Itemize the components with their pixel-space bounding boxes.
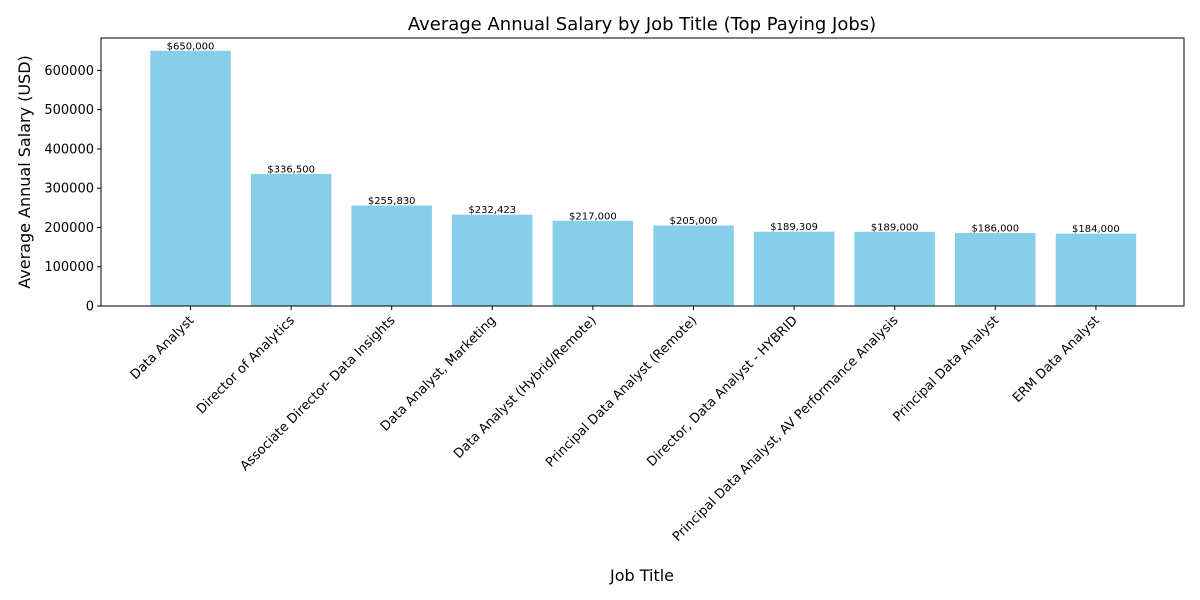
y-tick-label: 500000 (44, 103, 94, 118)
x-tick-label: ERM Data Analyst (1010, 313, 1103, 406)
x-tick-label: Principal Data Analyst, AV Performance A… (670, 313, 902, 545)
bar (351, 205, 432, 306)
bar-value-label: $336,500 (267, 164, 315, 175)
x-axis-label: Job Title (609, 566, 674, 585)
y-tick-label: 200000 (44, 221, 94, 236)
x-tick-label: Data Analyst (128, 313, 198, 383)
plot-frame (100, 37, 1185, 307)
bar (753, 231, 835, 306)
bar (552, 220, 634, 306)
bars-layer (150, 50, 1137, 306)
bar (653, 225, 734, 306)
x-tick-label: Director of Analytics (194, 313, 298, 417)
y-tick-label: 300000 (44, 182, 94, 197)
x-tick-label: Data Analyst, Marketing (378, 313, 499, 434)
bar-value-label: $189,309 (770, 222, 818, 233)
bar-value-labels: $650,000 $336,500 $255,830 $232,423 $217,000… (167, 41, 1120, 235)
y-axis-ticks: 0 100000 200000 300000 400000 500000 600000 (44, 64, 101, 315)
chart-title: Average Annual Salary by Job Title (Top … (408, 14, 876, 35)
bar-value-label: $255,830 (368, 196, 416, 207)
y-axis-label: Average Annual Salary (USD) (15, 55, 34, 289)
bar-value-label: $650,000 (167, 41, 215, 52)
y-tick-label: 0 (86, 300, 94, 315)
bar-value-label: $184,000 (1072, 224, 1120, 235)
bar-value-label: $205,000 (670, 216, 718, 227)
y-tick-label: 400000 (44, 142, 94, 157)
y-tick-label: 600000 (44, 64, 94, 79)
bar (150, 50, 231, 306)
bar-value-label: $232,423 (468, 205, 516, 216)
bar-value-label: $189,000 (871, 222, 919, 233)
bar (955, 233, 1036, 306)
bar (1055, 233, 1137, 306)
bar (854, 231, 935, 306)
bar-value-label: $186,000 (971, 224, 1019, 235)
y-tick-label: 100000 (44, 260, 94, 275)
bar-value-label: $217,000 (569, 211, 617, 222)
bar (452, 214, 533, 306)
bar (250, 173, 332, 306)
x-tick-label: Associate Director- Data Insights (238, 313, 399, 474)
x-tick-label: Principal Data Analyst (890, 313, 1002, 425)
